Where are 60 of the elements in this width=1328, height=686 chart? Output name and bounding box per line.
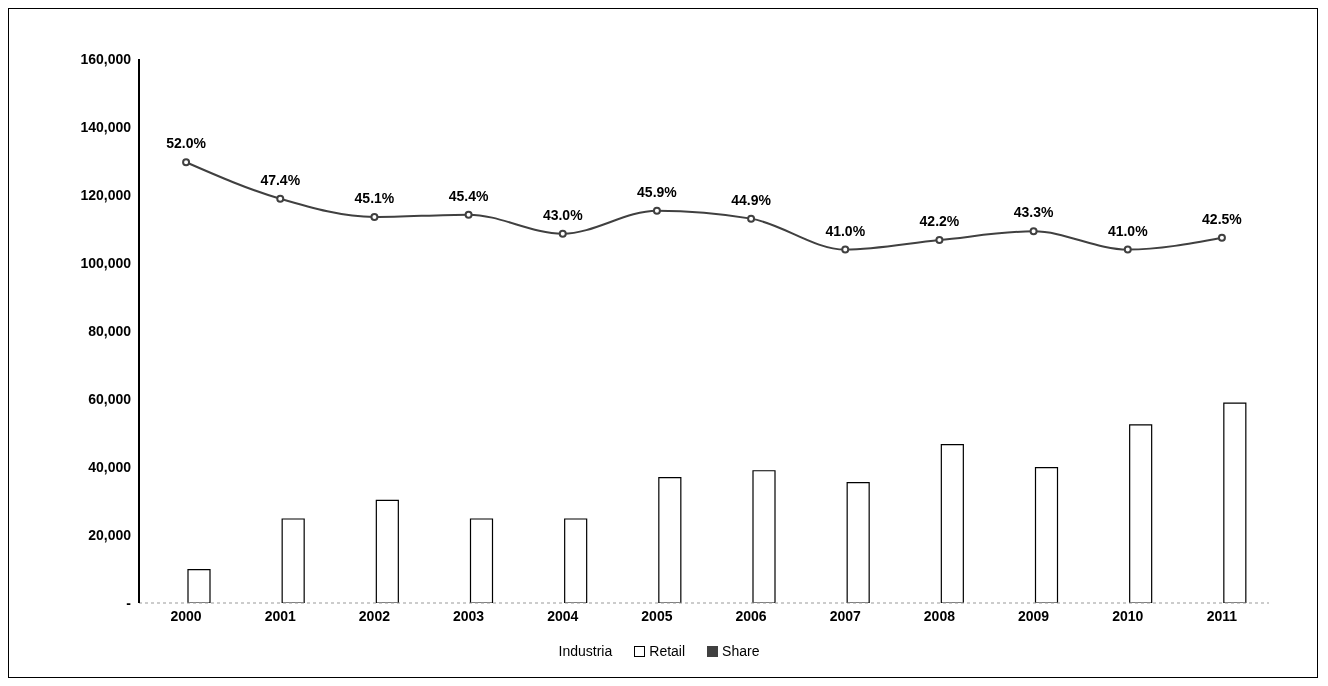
point [182,158,191,167]
x-tick-label: 2005 [641,607,673,624]
x-tick-label: 2004 [547,607,579,624]
data-label: 42.5% [1202,210,1243,227]
bar [564,518,588,603]
point [370,213,379,222]
data-label: 42.2% [919,213,960,230]
bar [187,569,211,603]
bar [281,518,305,603]
data-label: 43.0% [542,206,584,223]
data-label: 45.9% [637,183,678,200]
x-tick-label: 2001 [264,607,297,624]
x-tick-label: 2008 [923,607,956,624]
data-label: 41.0% [825,222,866,239]
bar [1034,467,1059,603]
bar [375,499,399,603]
point [935,236,944,245]
point [1029,227,1038,236]
x-tick-label: 2009 [1018,607,1050,624]
y-tick-label: 100,000 [80,254,132,271]
legend-label: Share [721,643,760,659]
legend-label: Retail [648,643,686,659]
bar [752,470,776,603]
bar [1129,424,1153,603]
point [558,229,567,238]
x-tick-label: 2006 [735,607,767,624]
bar [846,482,870,603]
point [1217,233,1226,242]
data-label: 52.0% [166,135,207,152]
data-label: 45.1% [354,190,395,207]
y-tick-label: 40,000 [88,458,132,475]
y-tick-label: - [126,594,132,611]
x-tick-label: 2002 [358,607,391,624]
x-tick-label: 2010 [1112,607,1144,624]
x-tick-label: 2003 [453,607,485,624]
y-tick-label: 140,000 [80,118,132,135]
data-label: 43.3% [1013,204,1054,221]
x-tick-label: 2011 [1206,607,1238,624]
bar [1223,402,1247,603]
data-label: 47.4% [260,171,301,188]
data-label: 44.9% [731,191,772,208]
bar [940,443,964,603]
x-tick-label: 2000 [170,607,202,624]
data-label: 41.0% [1107,222,1149,239]
point [276,194,285,203]
x-tick-label: 2007 [829,607,862,624]
point [747,214,756,223]
bar [658,476,682,603]
point [1123,245,1132,254]
point [464,210,473,219]
y-tick-label: 60,000 [88,390,132,407]
point [652,206,661,215]
y-tick-label: 160,000 [80,50,132,67]
data-label: 45.4% [448,187,489,204]
text: Industria [558,643,613,659]
point [841,245,850,254]
y-tick-label: 20,000 [88,526,132,543]
bar [469,518,494,603]
y-tick-label: 120,000 [80,186,132,203]
y-tick-label: 80,000 [88,322,132,339]
